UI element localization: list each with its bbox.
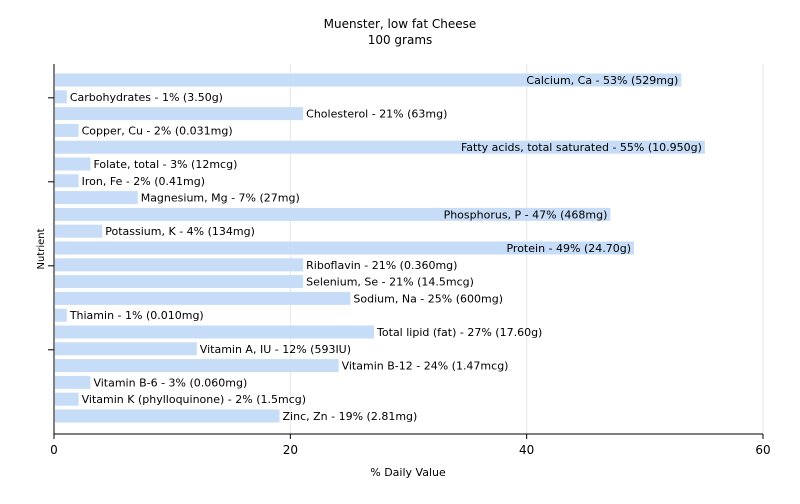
bar-label: Iron, Fe - 2% (0.41mg) — [82, 175, 205, 188]
bar-label: Protein - 49% (24.70g) — [506, 242, 631, 255]
bar — [55, 241, 635, 255]
bar — [55, 123, 79, 137]
x-tick-label: 20 — [283, 443, 298, 457]
bar-label: Riboflavin - 21% (0.360mg) — [306, 259, 457, 272]
bars — [55, 73, 705, 423]
bar — [55, 342, 197, 356]
bar — [55, 291, 351, 305]
bar-label: Total lipid (fat) - 27% (17.60g) — [376, 326, 542, 339]
bar — [55, 392, 79, 406]
bar — [55, 90, 67, 104]
x-ticks: 0 20 40 60 — [50, 434, 771, 457]
bar — [55, 224, 103, 238]
bar — [55, 107, 304, 121]
bar — [55, 174, 79, 188]
bar — [55, 275, 304, 289]
bar-label: Fatty acids, total saturated - 55% (10.9… — [461, 141, 702, 154]
bar — [55, 409, 280, 423]
bar — [55, 73, 682, 87]
bar-label: Thiamin - 1% (0.010mg) — [69, 309, 204, 322]
bar-label: Magnesium, Mg - 7% (27mg) — [141, 192, 300, 205]
bar-label: Potassium, K - 4% (134mg) — [105, 225, 255, 238]
bar — [55, 325, 375, 339]
x-tick-label: 60 — [755, 443, 770, 457]
bar-labels: Calcium, Ca - 53% (529mg) Carbohydrates -… — [69, 74, 702, 423]
bar-label: Vitamin K (phylloquinone) - 2% (1.5mcg) — [82, 393, 306, 406]
bar-label: Selenium, Se - 21% (14.5mcg) — [306, 276, 474, 289]
chart-title: Muenster, low fat Cheese — [324, 17, 477, 31]
bar-label: Carbohydrates - 1% (3.50g) — [70, 91, 223, 104]
x-tick-label: 0 — [50, 443, 58, 457]
bar-label: Folate, total - 3% (12mcg) — [93, 158, 237, 171]
bar — [55, 207, 611, 221]
bar-label: Calcium, Ca - 53% (529mg) — [526, 74, 678, 87]
bar — [55, 359, 339, 373]
bar-label: Vitamin A, IU - 12% (593IU) — [200, 343, 351, 356]
chart-subtitle: 100 grams — [368, 33, 433, 47]
bar — [55, 140, 705, 154]
bar-label: Cholesterol - 21% (63mg) — [306, 108, 447, 121]
bar — [55, 157, 91, 171]
bar — [55, 308, 67, 322]
y-axis-label: Nutrient — [36, 228, 47, 269]
axes — [48, 64, 763, 435]
bar-label: Vitamin B-12 - 24% (1.47mcg) — [342, 360, 509, 373]
bar-label: Phosphorus, P - 47% (468mg) — [444, 208, 608, 221]
bar — [55, 191, 138, 205]
bar-label: Vitamin B-6 - 3% (0.060mg) — [93, 376, 247, 389]
bar-label: Copper, Cu - 2% (0.031mg) — [82, 124, 233, 137]
bar — [55, 258, 304, 272]
bar — [55, 375, 91, 389]
bar-label: Sodium, Na - 25% (600mg) — [353, 292, 503, 305]
x-axis-label: % Daily Value — [370, 466, 446, 479]
bar-label: Zinc, Zn - 19% (2.81mg) — [283, 410, 418, 423]
x-tick-label: 40 — [519, 443, 534, 457]
